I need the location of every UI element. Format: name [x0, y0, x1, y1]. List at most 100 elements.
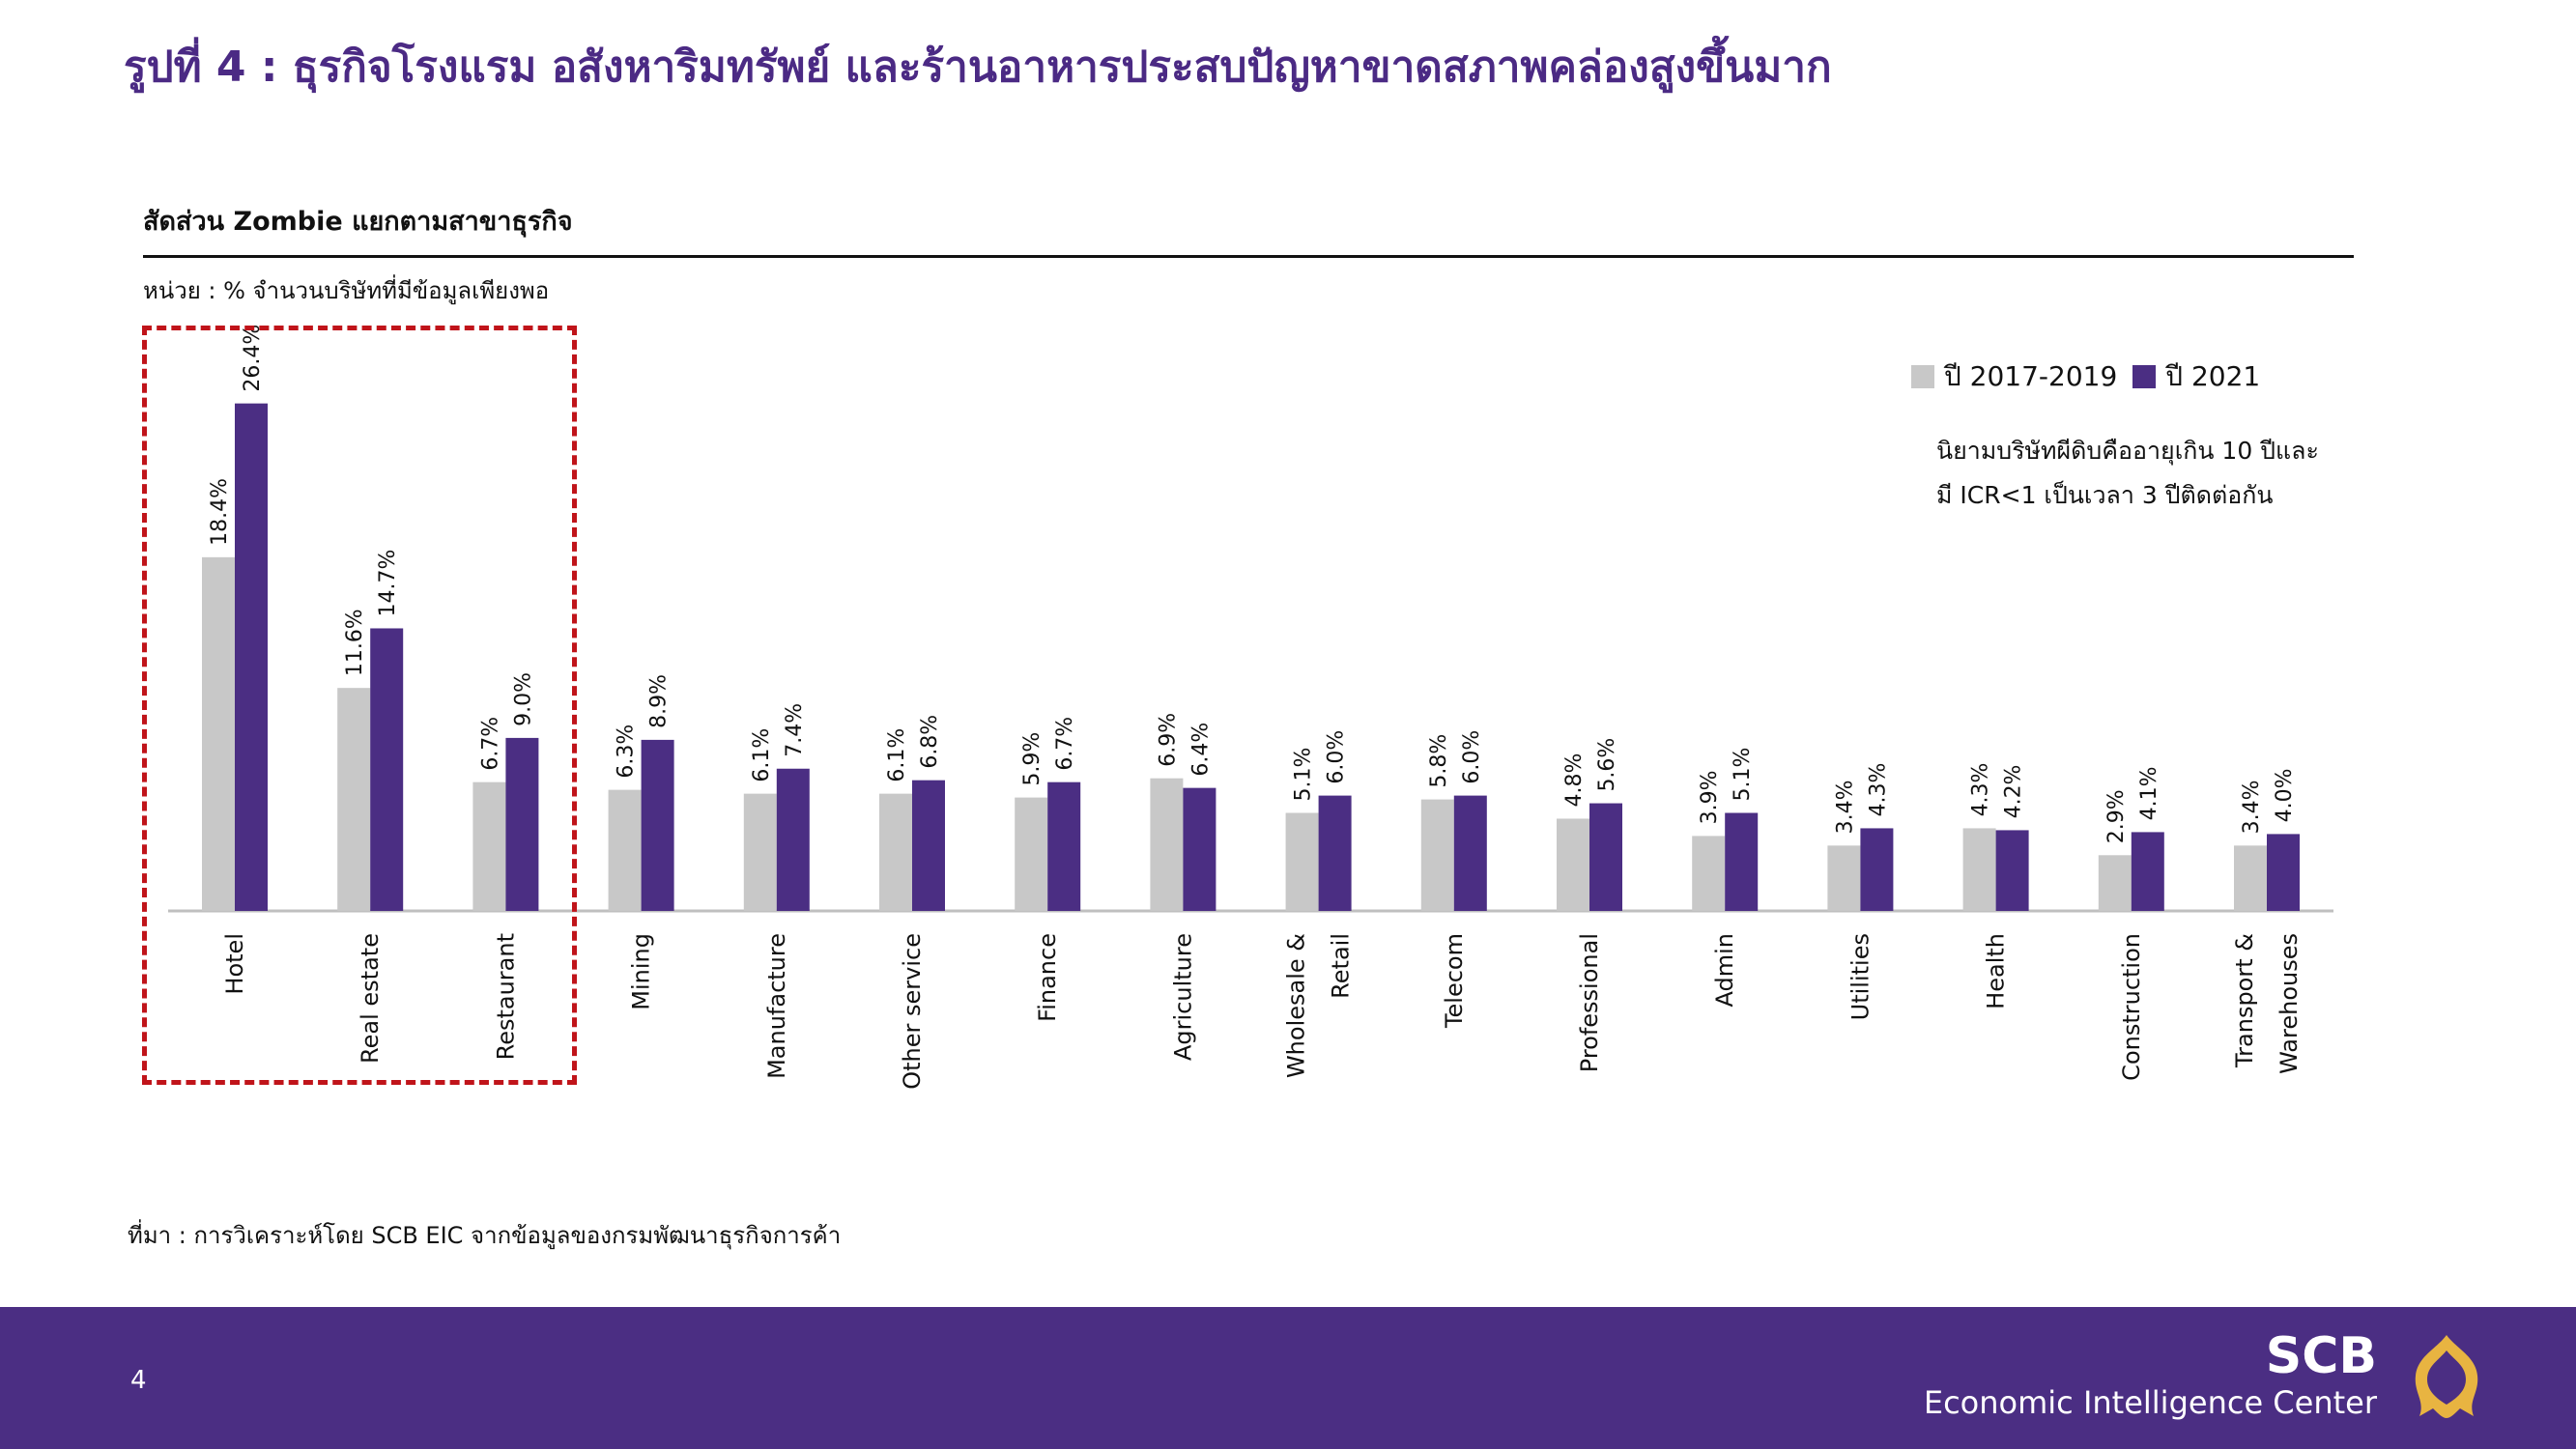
data-label-prev-5: 6.1% [885, 728, 909, 782]
bar-2021-12 [1860, 828, 1894, 911]
brand-name: SCB [2265, 1327, 2377, 1385]
data-label-2021-13: 4.2% [2002, 765, 2026, 819]
bar-prev-1 [337, 688, 371, 911]
category-label-15-line-1: Warehouses [2275, 933, 2303, 1074]
data-label-2021-0: 26.4% [241, 325, 265, 392]
category-label-14: Construction [2118, 933, 2145, 1081]
bar-2021-11 [1725, 812, 1759, 911]
category-label-8-line-1: Retail [1328, 933, 1355, 999]
category-label-8-line-0: Wholesale & [1283, 933, 1310, 1078]
data-label-prev-13: 4.3% [1969, 763, 1993, 817]
data-label-2021-5: 6.8% [918, 715, 942, 769]
bar-2021-14 [2131, 832, 2164, 911]
data-label-2021-14: 4.1% [2137, 767, 2161, 821]
data-label-2021-10: 5.6% [1595, 738, 1619, 792]
data-label-2021-8: 6.0% [1325, 730, 1349, 784]
category-label-12: Utilities [1846, 933, 1874, 1020]
bar-2021-10 [1589, 803, 1622, 911]
data-label-prev-9: 5.8% [1427, 734, 1451, 788]
data-label-prev-2: 6.7% [478, 717, 502, 771]
category-label-10: Professional [1576, 933, 1603, 1072]
page-title: รูปที่ 4 : ธุรกิจโรงแรม อสังหาริมทรัพย์ … [124, 43, 1832, 92]
zombie-definition-note: นิยามบริษัทผีดิบคืออายุเกิน 10 ปีและ มี … [1936, 429, 2361, 518]
data-label-prev-3: 6.3% [615, 724, 639, 779]
bar-prev-6 [1015, 797, 1048, 911]
data-label-2021-11: 5.1% [1731, 748, 1755, 802]
bar-prev-12 [1827, 845, 1861, 911]
heading-rule [143, 255, 2354, 258]
brand-subtitle: Economic Intelligence Center [1923, 1384, 2377, 1421]
category-label-7: Agriculture [1169, 933, 1196, 1061]
bar-2021-8 [1318, 795, 1352, 911]
category-label-5: Other service [899, 933, 926, 1090]
bar-2021-15 [2267, 834, 2300, 911]
bar-2021-9 [1453, 795, 1487, 911]
bar-2021-5 [912, 780, 945, 911]
highlight-box [142, 326, 577, 1085]
bar-prev-13 [1962, 828, 1996, 911]
data-label-prev-8: 5.1% [1292, 748, 1316, 802]
data-label-2021-1: 14.7% [376, 550, 400, 617]
data-label-2021-12: 4.3% [1866, 763, 1890, 817]
bar-2021-7 [1183, 787, 1216, 911]
bar-2021-2 [505, 737, 539, 911]
legend-swatch-prev [1911, 365, 1934, 388]
data-label-2021-3: 8.9% [647, 674, 672, 728]
bar-2021-0 [235, 403, 268, 911]
bar-2021-6 [1047, 781, 1081, 911]
category-label-0: Hotel [221, 933, 248, 995]
definition-line-2: มี ICR<1 เป็นเวลา 3 ปีติดต่อกัน [1936, 481, 2274, 509]
legend-swatch-2021 [2132, 365, 2157, 388]
data-label-prev-15: 3.4% [2240, 780, 2264, 834]
bar-prev-15 [2234, 845, 2267, 911]
category-label-11: Admin [1711, 933, 1738, 1008]
category-label-6: Finance [1034, 933, 1061, 1022]
bar-prev-14 [2098, 855, 2132, 911]
data-label-prev-0: 18.4% [208, 478, 232, 546]
bar-2021-3 [641, 739, 674, 911]
bar-prev-2 [472, 781, 506, 911]
bar-2021-1 [370, 628, 404, 911]
category-label-2: Restaurant [492, 933, 519, 1060]
unit-label: หน่วย : % จำนวนบริษัทที่มีข้อมูลเพียงพอ [143, 277, 550, 304]
category-label-15-line-0: Transport & [2231, 933, 2258, 1068]
chart-legend: ปี 2017-2019 ปี 2021 [1911, 357, 2317, 396]
data-label-2021-15: 4.0% [2273, 768, 2297, 822]
bar-prev-9 [1420, 799, 1454, 911]
bar-prev-10 [1557, 818, 1589, 911]
scb-logo-icon [2415, 1335, 2478, 1418]
data-label-prev-6: 5.9% [1020, 732, 1045, 786]
data-label-2021-4: 7.4% [783, 703, 807, 757]
bar-prev-5 [879, 793, 912, 911]
bar-chart: 18.4% 26.4% Hotel 11.6% 14.7% Real estate 6.7%… [168, 325, 2333, 1090]
source-note: ที่มา : การวิเคราะห์โดย SCB EIC จากข้อมู… [128, 1222, 842, 1249]
category-label-13: Health [1983, 933, 2010, 1009]
bar-2021-13 [1995, 830, 2029, 911]
data-label-2021-6: 6.7% [1053, 717, 1077, 771]
category-label-1: Real estate [357, 933, 384, 1064]
bar-prev-4 [743, 793, 777, 911]
data-label-prev-11: 3.9% [1698, 770, 1722, 824]
definition-line-1: นิยามบริษัทผีดิบคืออายุเกิน 10 ปีและ [1936, 437, 2319, 465]
data-label-prev-14: 2.9% [2104, 789, 2129, 843]
category-label-4: Manufacture [763, 933, 790, 1079]
legend-label-prev: ปี 2017-2019 [1944, 360, 2118, 392]
data-label-2021-9: 6.0% [1460, 730, 1484, 784]
data-label-2021-2: 9.0% [511, 672, 535, 726]
bar-prev-7 [1150, 778, 1184, 911]
bar-prev-0 [202, 556, 235, 911]
bar-prev-11 [1692, 836, 1726, 911]
data-label-prev-10: 4.8% [1562, 753, 1587, 808]
page-number: 4 [130, 1366, 147, 1395]
bar-2021-4 [776, 768, 810, 911]
chart-heading: สัดส่วน Zombie แยกตามสาขาธุรกิจ [143, 207, 573, 237]
category-label-9: Telecom [1441, 933, 1468, 1029]
bar-prev-8 [1285, 812, 1319, 911]
footer-bar [0, 1307, 2576, 1449]
data-label-prev-12: 3.4% [1833, 780, 1857, 834]
legend-label-2021: ปี 2021 [2165, 360, 2261, 392]
data-label-prev-4: 6.1% [750, 728, 774, 782]
category-label-3: Mining [628, 933, 655, 1010]
data-label-prev-1: 11.6% [343, 609, 367, 676]
data-label-prev-7: 6.9% [1156, 713, 1180, 767]
